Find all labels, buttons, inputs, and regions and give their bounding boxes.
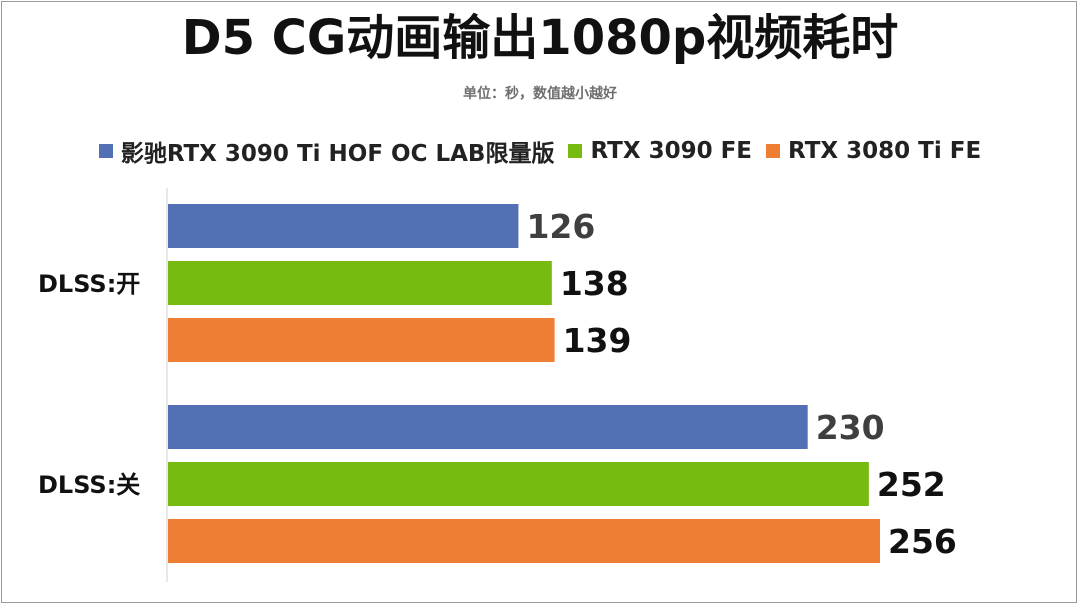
bar-value-label: 256 — [888, 522, 957, 561]
category-label: DLSS:关 — [38, 471, 140, 499]
bar — [168, 318, 555, 362]
legend-item-series-2: RTX 3090 FE — [568, 138, 752, 164]
legend-swatch-series-3 — [766, 144, 781, 158]
bar-value-label: 126 — [526, 207, 595, 246]
legend-label-series-2: RTX 3090 FE — [590, 138, 753, 164]
legend-swatch-series-1 — [98, 144, 113, 158]
legend-item-series-3: RTX 3080 Ti FE — [766, 138, 981, 164]
bar-value-label: 252 — [877, 465, 946, 504]
bar-value-label: 230 — [816, 408, 885, 447]
chart-title: D5 CG动画输出1080p视频耗时 — [181, 10, 899, 66]
category-label: DLSS:开 — [38, 270, 140, 298]
bar — [168, 519, 880, 563]
bar — [168, 462, 869, 506]
chart-subtitle: 单位：秒，数值越小越好 — [463, 86, 617, 102]
legend-label-series-1: 影驰RTX 3090 Ti HOF OC LAB限量版 — [120, 141, 555, 167]
legend-item-series-1: 影驰RTX 3090 Ti HOF OC LAB限量版 — [98, 134, 555, 168]
bar-value-label: 138 — [560, 264, 629, 303]
legend-label-series-3: RTX 3080 Ti FE — [788, 138, 982, 164]
chart-legend: 影驰RTX 3090 Ti HOF OC LAB限量版 RTX 3090 FE … — [0, 134, 1080, 168]
bar — [168, 261, 552, 305]
bar-value-label: 139 — [563, 321, 632, 360]
bar — [168, 204, 519, 248]
legend-swatch-series-2 — [568, 144, 583, 158]
bar — [168, 405, 808, 449]
